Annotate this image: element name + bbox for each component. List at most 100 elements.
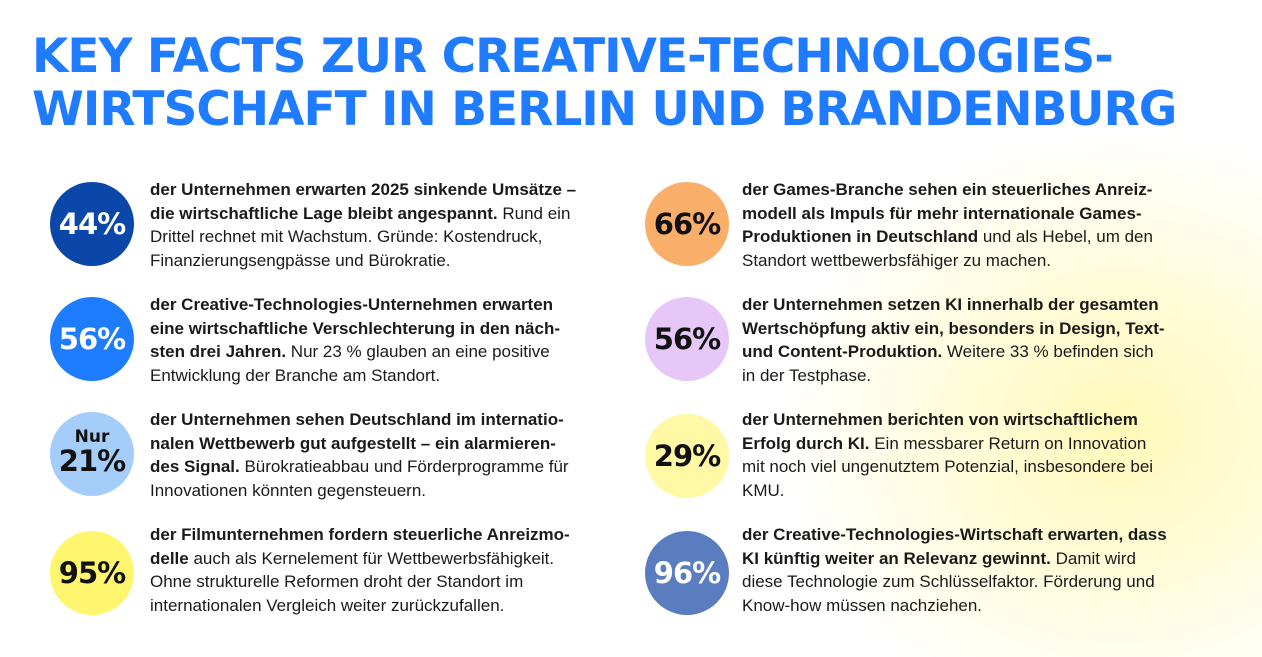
percentage-value: 29%	[653, 439, 721, 473]
description-line: Know-how müssen nachziehen.	[742, 594, 1167, 618]
percentage-value: 56%	[58, 322, 126, 356]
percentage-circle: 95%	[50, 531, 134, 615]
percentage-circle: Nur 21%	[50, 412, 134, 496]
fact-description: der Unternehmen setzen KI innerhalb der …	[742, 293, 1165, 387]
bold-text: der Creative-Technologies-Unternehmen er…	[150, 295, 554, 314]
regular-text: Rund ein	[497, 203, 571, 223]
description-line: nalen Wettbewerb gut aufgestellt – ein a…	[150, 432, 569, 456]
percentage-circle: 56%	[645, 297, 729, 381]
regular-text: Ein messbarer Return on Innovation	[869, 433, 1147, 453]
description-line: der Games-Branche sehen ein steuerliches…	[742, 178, 1153, 202]
regular-text: Know-how müssen nachziehen.	[742, 595, 983, 615]
fact-description: der Unternehmen erwarten 2025 sinkende U…	[150, 178, 576, 272]
description-line: internationalen Vergleich weiter zurückz…	[150, 594, 570, 618]
regular-text: Nur 23 % glauben an eine positive	[286, 342, 550, 361]
description-line: der Unternehmen erwarten 2025 sinkende U…	[150, 178, 576, 202]
regular-text: in der Testphase.	[742, 365, 872, 385]
fact-description: der Unternehmen berichten von wirtschaft…	[742, 408, 1153, 502]
bold-text: nalen Wettbewerb gut aufgestellt – ein a…	[150, 433, 556, 453]
regular-text: diese Technologie zum Schlüsselfaktor. F…	[742, 572, 1155, 591]
description-line: Finanzierungsengpässe und Bürokratie.	[150, 249, 576, 273]
description-line: Entwicklung der Branche am Standort.	[150, 364, 560, 388]
bold-text: der Filmunternehmen fordern steuerliche …	[150, 525, 570, 544]
percentage-circle: 96%	[645, 531, 729, 615]
percentage-circle: 29%	[645, 414, 729, 498]
title-line-1: KEY FACTS ZUR CREATIVE-TECHNOLOGIES-	[32, 29, 1114, 84]
bold-text: sten drei Jahren.	[150, 342, 287, 361]
description-line: der Unternehmen sehen Deutschland im int…	[150, 408, 569, 432]
bold-text: modell als Impuls für mehr international…	[742, 203, 1142, 223]
bold-text: eine wirtschaftliche Verschlechterung in…	[150, 318, 561, 338]
regular-text: Standort wettbewerbsfähiger zu machen.	[742, 250, 1052, 270]
bold-text: delle	[150, 548, 189, 568]
bold-text: des Signal.	[150, 457, 240, 476]
regular-text: Bürokratieabbau und Förderprogramme für	[239, 457, 569, 476]
description-line: die wirtschaftliche Lage bleibt angespan…	[150, 202, 576, 226]
description-line: eine wirtschaftliche Verschlechterung in…	[150, 317, 560, 341]
percentage-circle: 56%	[50, 297, 134, 381]
description-line: KI künftig weiter an Relevanz gewinnt. D…	[742, 547, 1167, 571]
regular-text: Weitere 33 % befinden sich	[942, 342, 1154, 361]
regular-text: Ohne strukturelle Reformen droht der Sta…	[150, 572, 524, 591]
regular-text: internationalen Vergleich weiter zurückz…	[150, 595, 505, 615]
description-line: in der Testphase.	[742, 364, 1165, 388]
description-line: Produktionen in Deutschland und als Hebe…	[742, 225, 1153, 249]
fact-description: der Creative-Technologies-Unternehmen er…	[150, 293, 560, 387]
description-line: der Unternehmen setzen KI innerhalb der …	[742, 293, 1165, 317]
description-line: der Creative-Technologies-Unternehmen er…	[150, 293, 560, 317]
description-line: der Unternehmen berichten von wirtschaft…	[742, 408, 1153, 432]
bold-text: KI künftig weiter an Relevanz gewinnt.	[742, 548, 1051, 568]
regular-text: Damit wird	[1050, 548, 1136, 568]
percentage-value: 66%	[653, 207, 721, 241]
description-line: Erfolg durch KI. Ein messbarer Return on…	[742, 432, 1153, 456]
description-line: modell als Impuls für mehr international…	[742, 202, 1153, 226]
regular-text: und als Hebel, um den	[978, 227, 1153, 246]
fact-description: der Filmunternehmen fordern steuerliche …	[150, 523, 570, 617]
description-line: Standort wettbewerbsfähiger zu machen.	[742, 249, 1153, 273]
bold-text: Wertschöpfung aktiv ein, besonders in De…	[742, 318, 1165, 338]
percentage-value: 56%	[653, 322, 721, 356]
fact-description: der Unternehmen sehen Deutschland im int…	[150, 408, 569, 502]
bold-text: Erfolg durch KI.	[742, 433, 870, 453]
description-line: Innovationen könnten gegensteuern.	[150, 479, 569, 503]
description-line: Wertschöpfung aktiv ein, besonders in De…	[742, 317, 1165, 341]
regular-text: Drittel rechnet mit Wachstum. Gründe: Ko…	[150, 227, 543, 246]
regular-text: KMU.	[742, 480, 785, 500]
description-line: mit noch viel ungenutztem Potenzial, ins…	[742, 455, 1153, 479]
bold-text: der Games-Branche sehen ein steuerliches…	[742, 180, 1153, 199]
regular-text: Finanzierungsengpässe und Bürokratie.	[150, 250, 451, 270]
bold-text: der Unternehmen sehen Deutschland im int…	[150, 410, 564, 429]
bold-text: und Content-Produktion.	[742, 342, 943, 361]
percentage-value: 96%	[653, 556, 721, 590]
percentage-circle: 66%	[645, 182, 729, 266]
bold-text: der Unternehmen erwarten 2025 sinkende U…	[150, 180, 577, 199]
bold-text: der Creative-Technologies-Wirtschaft erw…	[742, 525, 1167, 544]
percentage-value: 21%	[58, 444, 126, 478]
percentage-value: 95%	[58, 556, 126, 590]
description-line: und Content-Produktion. Weitere 33 % bef…	[742, 340, 1165, 364]
regular-text: mit noch viel ungenutztem Potenzial, ins…	[742, 457, 1154, 476]
percentage-circle: 44%	[50, 182, 134, 266]
description-line: delle auch als Kernelement für Wettbewer…	[150, 547, 570, 571]
description-line: der Creative-Technologies-Wirtschaft erw…	[742, 523, 1167, 547]
fact-description: der Games-Branche sehen ein steuerliches…	[742, 178, 1153, 272]
description-line: diese Technologie zum Schlüsselfaktor. F…	[742, 570, 1167, 594]
description-line: KMU.	[742, 479, 1153, 503]
percentage-prefix: Nur	[74, 427, 110, 447]
page-title: KEY FACTS ZUR CREATIVE-TECHNOLOGIES- WIR…	[32, 30, 1232, 136]
regular-text: auch als Kernelement für Wettbewerbsfähi…	[188, 548, 555, 568]
regular-text: Innovationen könnten gegensteuern.	[150, 480, 427, 500]
bold-text: der Unternehmen setzen KI innerhalb der …	[742, 295, 1159, 314]
description-line: Ohne strukturelle Reformen droht der Sta…	[150, 570, 570, 594]
title-line-2: WIRTSCHAFT IN BERLIN UND BRANDENBURG	[32, 82, 1177, 137]
percentage-value: 44%	[58, 207, 126, 241]
regular-text: Entwicklung der Branche am Standort.	[150, 365, 441, 385]
description-line: Drittel rechnet mit Wachstum. Gründe: Ko…	[150, 225, 576, 249]
bold-text: die wirtschaftliche Lage bleibt angespan…	[150, 203, 498, 223]
bold-text: der Unternehmen berichten von wirtschaft…	[742, 410, 1138, 429]
fact-description: der Creative-Technologies-Wirtschaft erw…	[742, 523, 1167, 617]
description-line: sten drei Jahren. Nur 23 % glauben an ei…	[150, 340, 560, 364]
description-line: der Filmunternehmen fordern steuerliche …	[150, 523, 570, 547]
bold-text: Produktionen in Deutschland	[742, 227, 979, 246]
